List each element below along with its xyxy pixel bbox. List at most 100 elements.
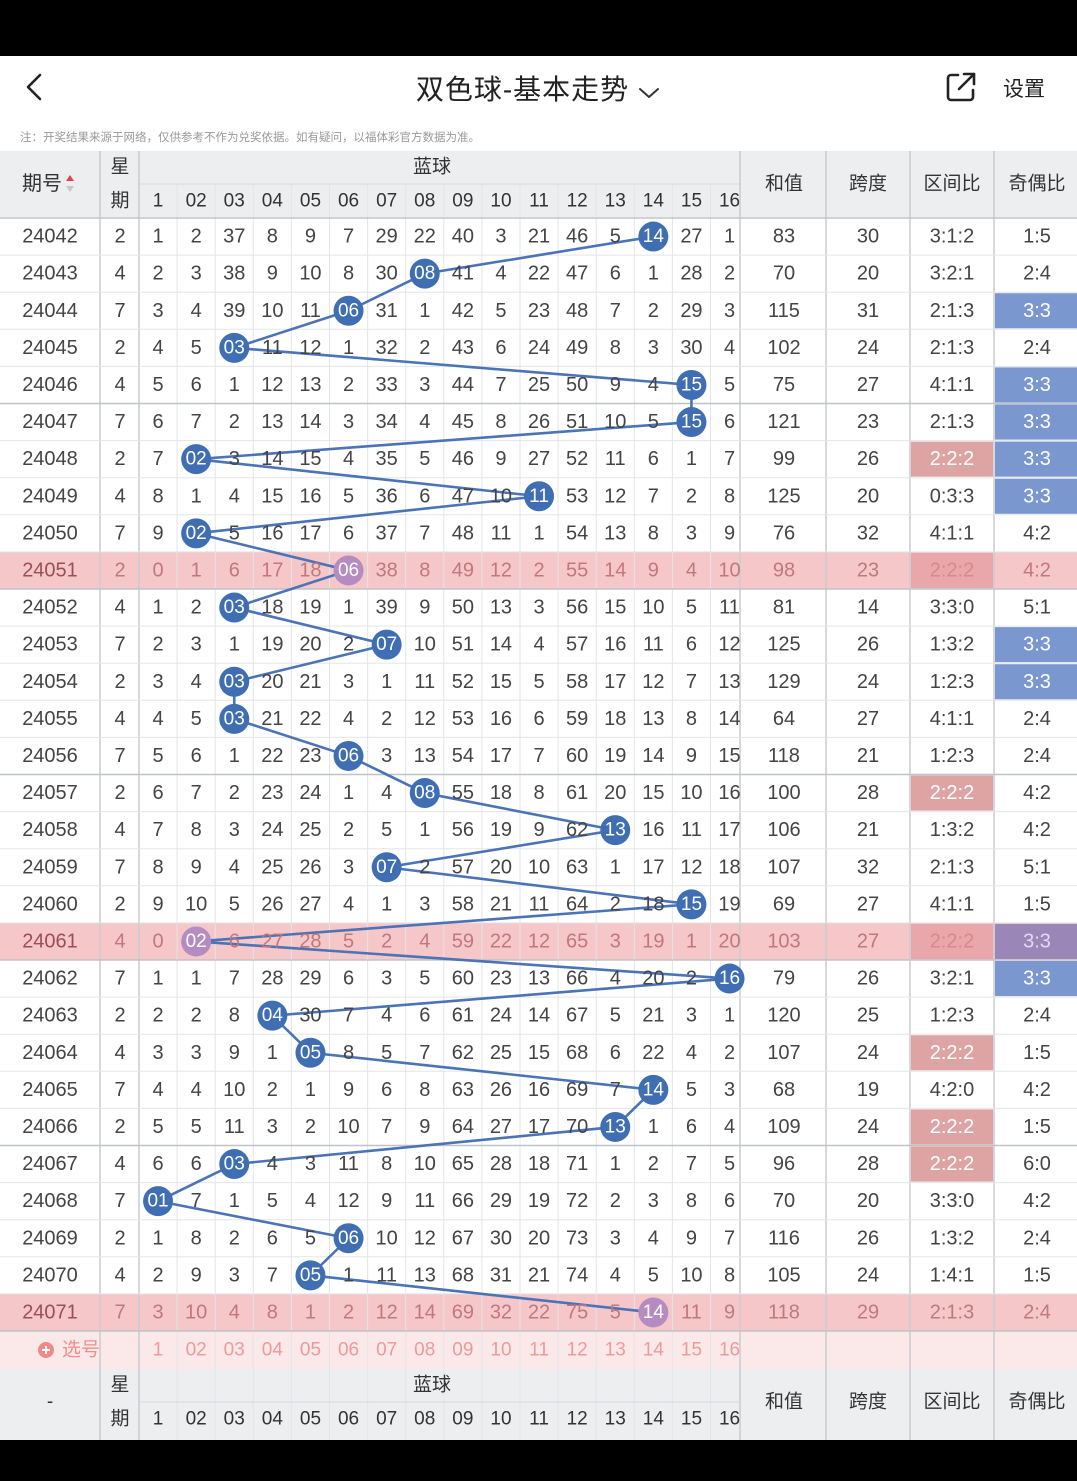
select-ball-option[interactable]: 1 (153, 1340, 164, 1361)
select-ball-option[interactable]: 12 (567, 1340, 588, 1361)
miss-count-cell: 8 (610, 337, 621, 359)
select-ball-option[interactable]: 05 (300, 1340, 321, 1361)
span-cell: 24 (857, 1264, 879, 1286)
zone-cell: 4:1:1 (930, 374, 974, 396)
miss-count-cell: 19 (299, 597, 321, 619)
share-icon[interactable] (944, 70, 978, 104)
header-blue-num: 08 (414, 191, 435, 212)
miss-count-cell: 3 (152, 1301, 163, 1323)
footer-blue-num: 12 (567, 1409, 588, 1430)
span-cell: 20 (857, 263, 879, 285)
select-ball-option[interactable]: 08 (414, 1340, 435, 1361)
blue-ball-label: 03 (224, 597, 245, 618)
settings-button[interactable]: 设置 (1003, 78, 1045, 101)
miss-count-cell: 62 (452, 1042, 474, 1064)
miss-count-cell: 3 (686, 522, 697, 544)
miss-count-cell: 71 (566, 1153, 588, 1175)
miss-count-cell: 6 (191, 374, 202, 396)
period-cell: 24051 (22, 559, 78, 581)
oddeven-cell: 1:5 (1023, 226, 1051, 248)
select-ball-option[interactable]: 16 (719, 1340, 740, 1361)
miss-count-cell: 1 (419, 300, 430, 322)
miss-count-cell: 3 (419, 374, 430, 396)
miss-count-cell: 47 (452, 485, 474, 507)
miss-count-cell: 10 (680, 1264, 702, 1286)
select-ball-option[interactable]: 10 (490, 1340, 511, 1361)
miss-count-cell: 1 (610, 856, 621, 878)
miss-count-cell: 1 (305, 1301, 316, 1323)
header-period[interactable]: 期号 (22, 173, 62, 195)
miss-count-cell: 58 (452, 893, 474, 915)
select-ball-option[interactable]: 09 (452, 1340, 473, 1361)
miss-count-cell: 53 (566, 485, 588, 507)
miss-count-cell: 59 (566, 708, 588, 730)
sort-down-icon[interactable] (66, 186, 74, 192)
header-week-top: 星 (110, 157, 129, 178)
miss-count-cell: 48 (566, 300, 588, 322)
blue-ball-label: 13 (605, 1116, 626, 1137)
miss-count-cell: 6 (191, 1153, 202, 1175)
miss-count-cell: 9 (686, 745, 697, 767)
miss-count-cell: 56 (566, 597, 588, 619)
miss-count-cell: 5 (724, 374, 735, 396)
miss-count-cell: 4 (229, 1301, 240, 1323)
week-cell: 7 (114, 1190, 125, 1212)
select-ball-option[interactable]: 14 (643, 1340, 665, 1361)
page-title[interactable]: 双色球-基本走势 (0, 68, 1077, 108)
miss-count-cell: 9 (610, 374, 621, 396)
miss-count-cell: 4 (686, 559, 697, 581)
span-cell: 32 (857, 856, 879, 878)
zone-cell: 3:2:1 (930, 263, 974, 285)
select-ball-option[interactable]: 07 (376, 1340, 397, 1361)
week-cell: 4 (114, 263, 125, 285)
select-ball-option[interactable]: 02 (186, 1340, 207, 1361)
blue-ball-label: 11 (529, 486, 549, 507)
miss-count-cell: 29 (490, 1190, 512, 1212)
back-icon[interactable] (22, 70, 52, 104)
footer-header-bg (0, 1369, 1077, 1440)
select-ball-option[interactable]: 15 (681, 1340, 702, 1361)
period-cell: 24057 (22, 782, 78, 804)
miss-count-cell: 67 (566, 1005, 588, 1027)
miss-count-cell: 6 (419, 485, 430, 507)
select-ball-option[interactable]: 13 (605, 1340, 626, 1361)
miss-count-cell: 5 (229, 522, 240, 544)
select-ball-option[interactable]: 03 (224, 1340, 245, 1361)
miss-count-cell: 8 (686, 1190, 697, 1212)
miss-count-cell: 4 (191, 1079, 202, 1101)
miss-count-cell: 2 (267, 1079, 278, 1101)
sort-up-icon[interactable] (66, 175, 74, 181)
miss-count-cell: 22 (299, 708, 321, 730)
blue-ball (638, 1297, 669, 1328)
period-cell: 24053 (22, 634, 78, 656)
select-button[interactable]: 选号 (62, 1339, 100, 1361)
miss-count-cell: 11 (529, 893, 550, 915)
miss-count-cell: 22 (528, 1301, 550, 1323)
miss-count-cell: 1 (152, 226, 163, 248)
blue-ball-label: 06 (338, 300, 359, 321)
miss-count-cell: 1 (686, 448, 697, 470)
miss-count-cell: 68 (452, 1264, 474, 1286)
miss-count-cell: 1 (191, 968, 202, 990)
miss-count-cell: 1 (381, 671, 392, 693)
miss-count-cell: 16 (604, 634, 626, 656)
miss-count-cell: 18 (261, 597, 283, 619)
miss-count-cell: 16 (490, 708, 512, 730)
miss-count-cell: 11 (338, 1153, 359, 1175)
miss-count-cell: 61 (566, 782, 588, 804)
zone-cell: 3:2:1 (930, 968, 974, 990)
week-cell: 7 (114, 745, 125, 767)
miss-count-cell: 14 (490, 634, 512, 656)
period-cell: 24071 (22, 1301, 78, 1323)
miss-count-cell: 4 (724, 1116, 735, 1138)
blue-ball (333, 555, 364, 586)
sum-cell: 68 (773, 1079, 795, 1101)
select-ball-option[interactable]: 04 (262, 1340, 284, 1361)
select-ball-option[interactable]: 11 (529, 1340, 549, 1361)
header-blue-num: 11 (529, 191, 549, 212)
select-ball-option[interactable]: 06 (338, 1340, 359, 1361)
chevron-down-icon[interactable] (637, 76, 661, 108)
miss-count-cell: 4 (152, 1079, 163, 1101)
miss-count-cell: 1 (343, 1264, 354, 1286)
miss-count-cell: 5 (648, 1264, 659, 1286)
